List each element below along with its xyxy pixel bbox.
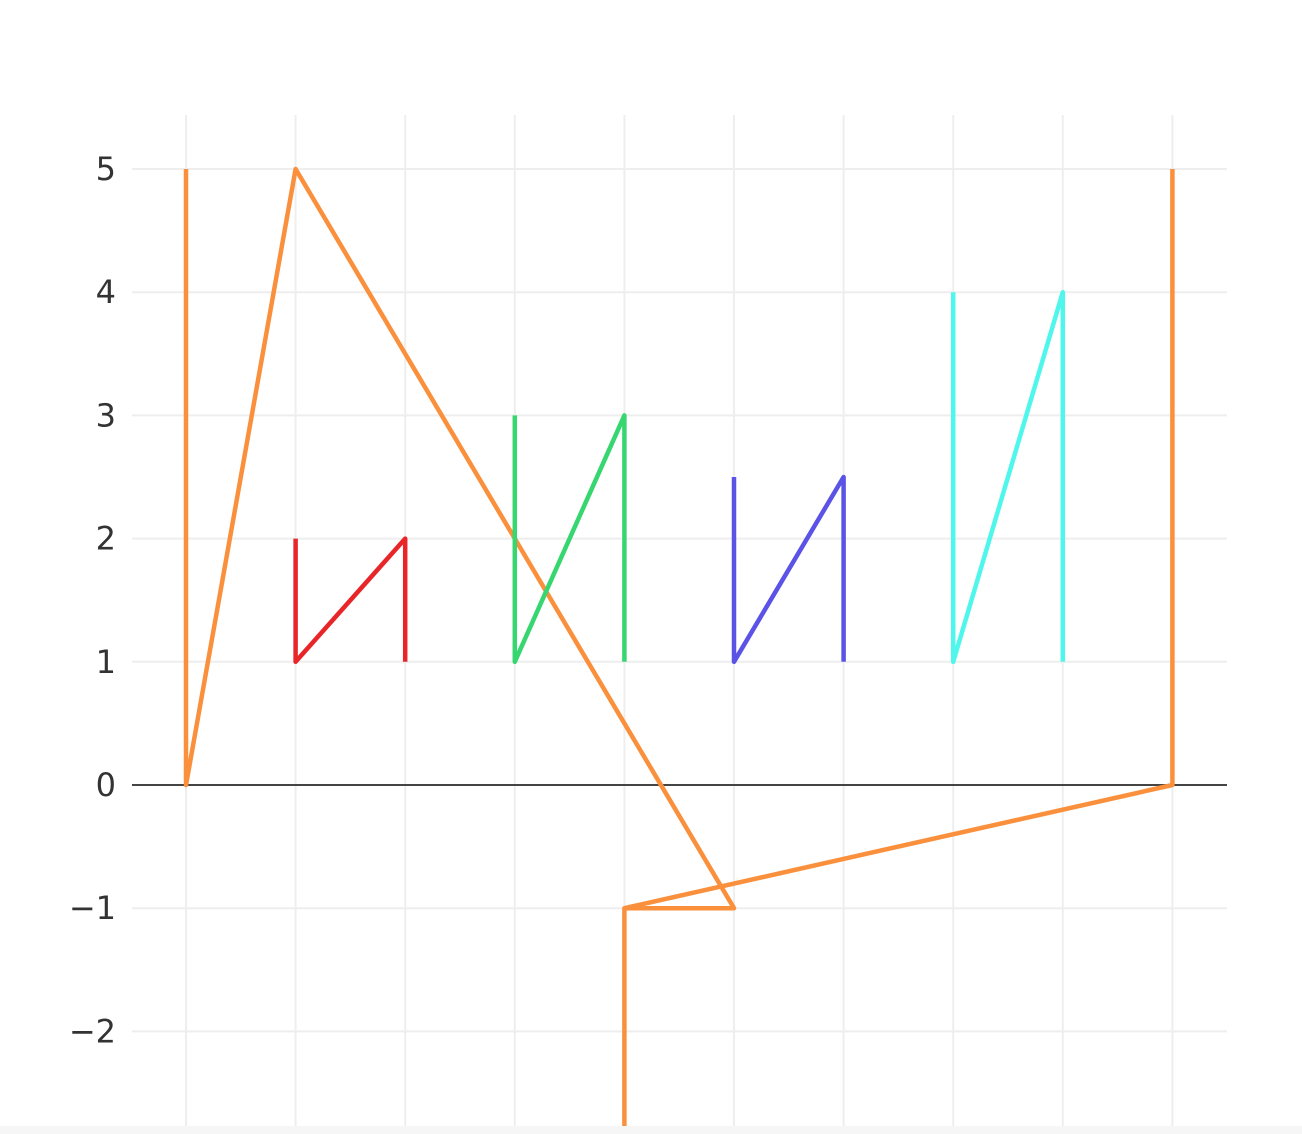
y-tick-label: −2 bbox=[69, 1012, 116, 1050]
y-tick-label: 0 bbox=[96, 766, 116, 804]
series-line-2 bbox=[623, 169, 1175, 911]
y-axis-tick-labels: 5 4 3 2 1 0 −1 −2 bbox=[69, 150, 116, 1050]
y-tick-label: 4 bbox=[96, 273, 116, 311]
y-tick-label: 5 bbox=[96, 150, 116, 188]
series-line-6 bbox=[950, 289, 1066, 665]
y-tick-label: 2 bbox=[96, 520, 116, 558]
y-tick-label: 3 bbox=[96, 396, 116, 434]
y-tick-label: 1 bbox=[96, 643, 116, 681]
bottom-edge-strip bbox=[0, 1126, 1302, 1134]
series-lines bbox=[183, 166, 1175, 1134]
series-line-4 bbox=[512, 413, 627, 665]
series-line-1 bbox=[183, 166, 737, 1134]
series-line-5 bbox=[731, 474, 846, 665]
series-line-3 bbox=[293, 536, 408, 665]
y-tick-label: −1 bbox=[69, 889, 116, 927]
